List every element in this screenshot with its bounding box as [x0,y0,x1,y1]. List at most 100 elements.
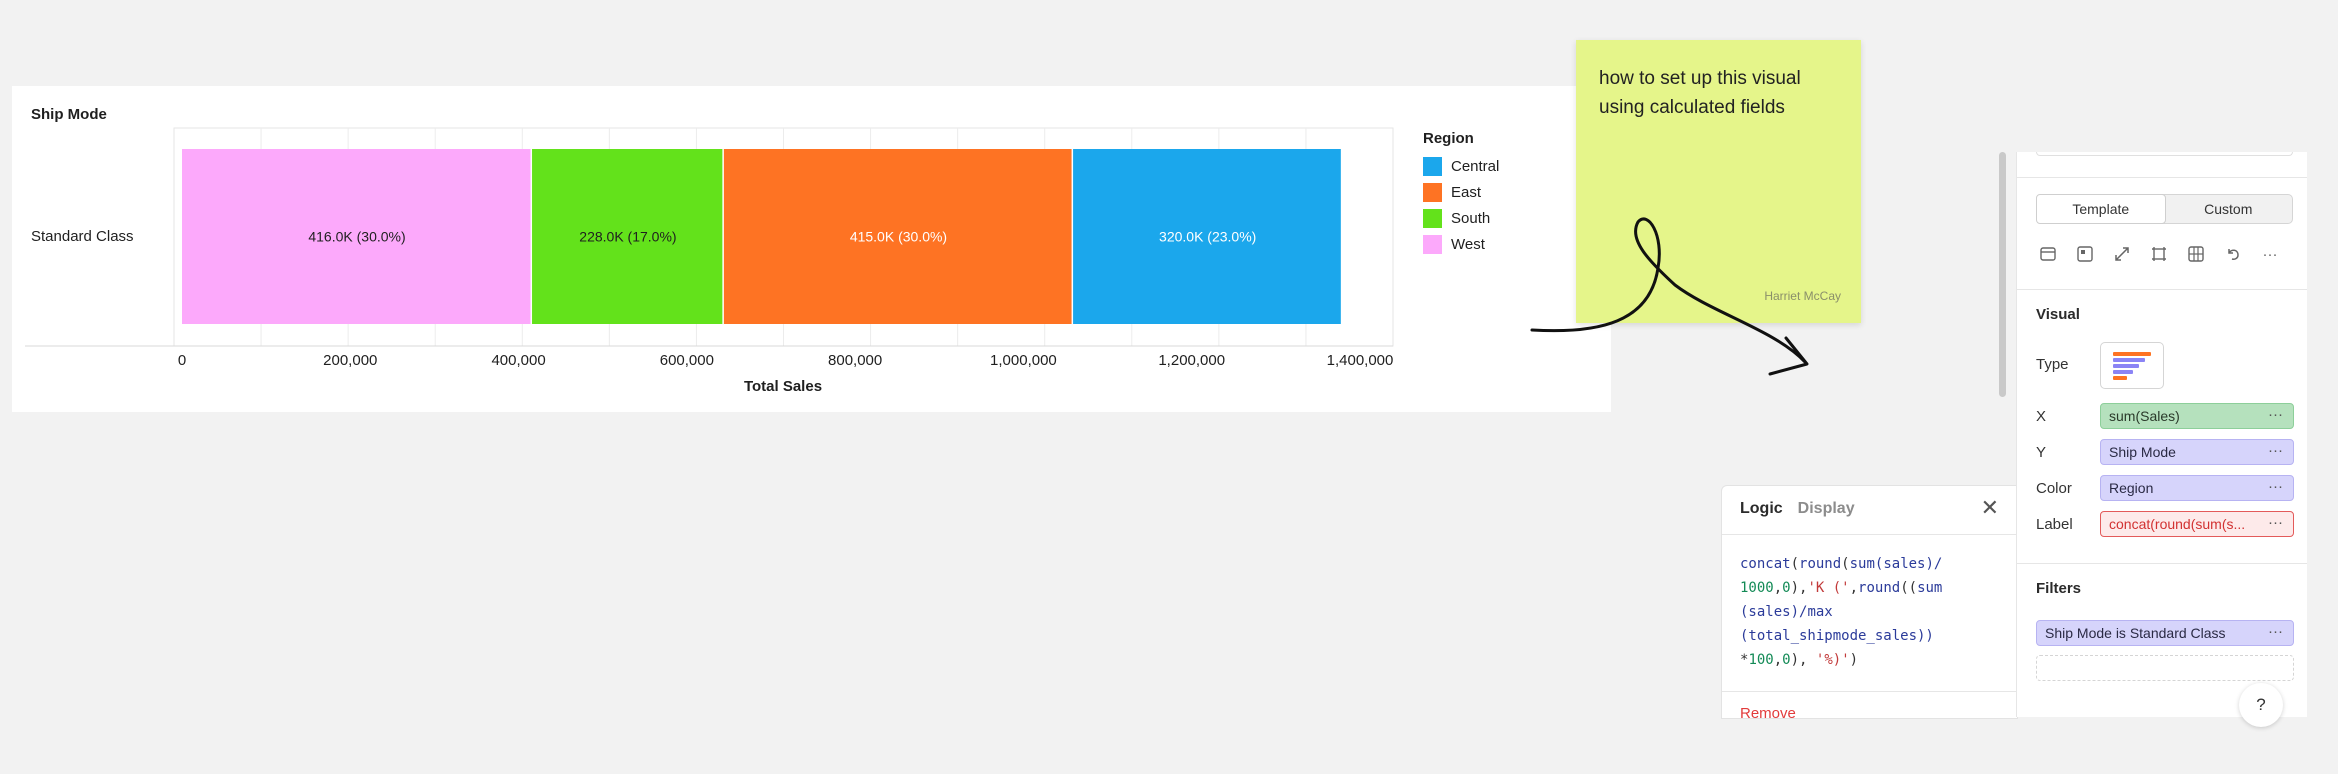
y-field-value: Ship Mode [2109,444,2176,460]
label-field-value: concat(round(sum(s... [2109,516,2246,532]
code-token: , [1849,580,1859,596]
code-line: concat(round(sum(sales)/ [1740,552,2000,576]
legend-item-south[interactable]: South [1423,209,1490,228]
code-token: * [1740,652,1749,668]
logic-tabs: Logic Display [1740,500,1855,518]
code-token: (sales)/ [1874,556,1943,572]
divider [2017,177,2307,178]
bar-label-west: 416.0K (30.0%) [308,229,405,245]
x-tick-label: 800,000 [828,352,882,369]
tab-display[interactable]: Display [1797,500,1855,517]
toggle-template[interactable]: Template [2036,194,2166,224]
code-token: , [1773,580,1783,596]
scrollbar[interactable] [1999,152,2006,397]
code-token: round [1858,580,1901,596]
layout-icon[interactable] [2073,242,2097,266]
frame-icon[interactable] [2147,242,2171,266]
label-field-pill[interactable]: concat(round(sum(s... ··· [2100,511,2294,537]
code-token: ) [1849,652,1859,668]
config-panel: Template Custom ··· Visual Type [2016,152,2307,717]
x-axis-label: Total Sales [744,378,822,395]
card-icon[interactable] [2036,242,2060,266]
undo-icon[interactable] [2221,242,2245,266]
code-token: (( [1900,580,1918,596]
code-line: (sales)/max [1740,600,2000,624]
bar-south [532,149,723,324]
legend-label: South [1451,210,1491,227]
color-field-pill[interactable]: Region ··· [2100,475,2294,501]
more-icon[interactable]: ··· [2268,623,2283,640]
more-icon[interactable]: ··· [2268,442,2283,459]
code-token: 0 [1782,580,1791,596]
filters-heading: Filters [2036,580,2082,597]
code-token: ( [1790,556,1800,572]
bar-label-south: 228.0K (17.0%) [579,229,676,245]
color-field-value: Region [2109,480,2154,496]
divider [1722,534,2017,535]
code-token: 'K (' [1807,580,1850,596]
bar-label-central: 320.0K (23.0%) [1159,229,1256,245]
category-label: Standard Class [31,228,134,245]
close-icon[interactable]: ✕ [1980,495,1999,520]
filter-value: Ship Mode is Standard Class [2045,625,2226,641]
divider [1722,691,2017,692]
legend-item-central[interactable]: Central [1423,157,1499,176]
help-button[interactable]: ? [2239,683,2283,727]
x-field-pill[interactable]: sum(Sales) ··· [2100,403,2294,429]
bar-west [182,149,531,324]
x-tick-label: 0 [178,352,186,369]
legend-swatch [1423,235,1442,254]
expand-icon[interactable] [2110,242,2134,266]
template-custom-toggle: Template Custom [2036,194,2293,224]
legend-title: Region [1423,130,1474,147]
toolbar: ··· [2036,242,2282,266]
sticky-note-author: Harriet McCay [1764,289,1841,303]
visual-heading: Visual [2036,306,2080,323]
legend-label: West [1451,236,1485,253]
bar-label-east: 415.0K (30.0%) [850,229,947,245]
x-tick-label: 600,000 [660,352,714,369]
chart-title: Ship Mode [31,106,107,123]
x-label: X [2036,408,2047,425]
legend-item-west[interactable]: West [1423,235,1485,254]
x-tick-label: 1,200,000 [1158,352,1225,369]
code-token: round [1799,556,1842,572]
code-token: ), [1790,580,1808,596]
y-label: Y [2036,444,2047,461]
code-token: 0 [1782,652,1791,668]
code-token: 1000 [1740,580,1774,596]
legend-swatch [1423,209,1442,228]
code-token: '%)' [1815,652,1850,668]
x-tick-label: 1,400,000 [1327,352,1394,369]
sticky-note-text: how to set up this visual using calculat… [1599,68,1801,118]
more-icon[interactable]: ··· [2262,245,2278,263]
filter-drop-zone[interactable] [2036,655,2294,681]
y-field-pill[interactable]: Ship Mode ··· [2100,439,2294,465]
sticky-note[interactable]: how to set up this visual using calculat… [1576,40,1861,323]
legend-label: Central [1451,158,1500,175]
toggle-custom[interactable]: Custom [2204,201,2253,217]
tab-logic[interactable]: Logic [1740,500,1783,517]
more-icon[interactable]: ··· [2268,478,2283,495]
more-icon[interactable]: ··· [2268,514,2283,531]
code-token: sum [1849,556,1875,572]
legend-swatch [1423,183,1442,202]
chart-type-selector[interactable] [2100,342,2164,389]
legend-swatch [1423,157,1442,176]
legend-label: East [1451,184,1482,201]
more-icon[interactable]: ··· [2268,406,2283,423]
code-token: 100 [1748,652,1774,668]
color-label: Color [2036,480,2072,497]
legend-item-east[interactable]: East [1423,183,1481,202]
divider [2017,289,2307,290]
code-editor[interactable]: concat(round(sum(sales)/1000,0),'K (',ro… [1740,552,2000,672]
filter-pill[interactable]: Ship Mode is Standard Class ··· [2036,620,2294,646]
bar-central [1073,149,1341,324]
logic-panel: Logic Display ✕ concat(round(sum(sales)/… [1721,485,2018,719]
divider [2017,563,2307,564]
type-label: Type [2036,356,2069,373]
remove-button[interactable]: Remove [1740,705,1796,719]
grid-icon[interactable] [2184,242,2208,266]
x-tick-label: 400,000 [491,352,545,369]
